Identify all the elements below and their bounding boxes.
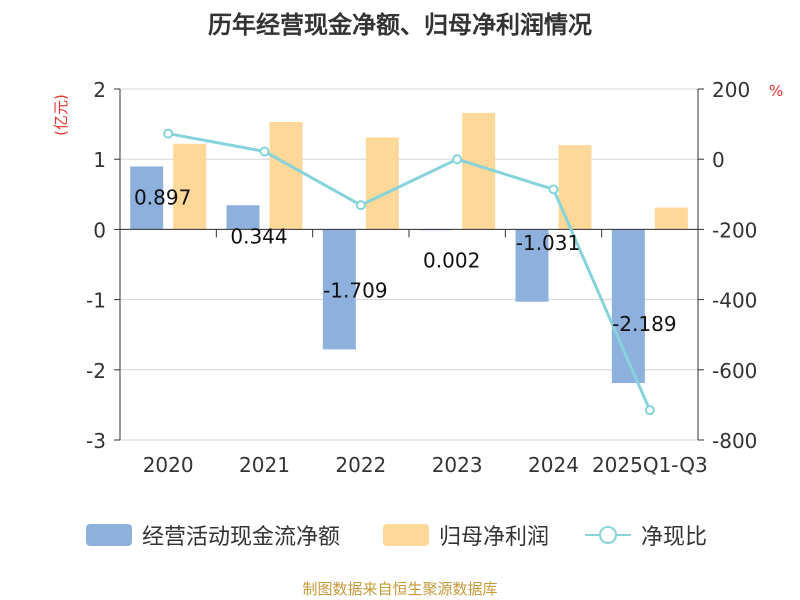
cash-ratio-point: [548, 184, 559, 195]
cashflow-data-label: -2.189: [612, 312, 676, 336]
left-axis-tick-label: 2: [93, 78, 106, 102]
right-axis-tick-label: -400: [712, 289, 757, 313]
x-axis-tick-label: 2020: [143, 453, 194, 477]
source-note: 制图数据来自恒生聚源数据库: [302, 580, 498, 598]
x-axis-tick-label: 2022: [335, 453, 386, 477]
legend-label-cashflow: 经营活动现金流净额: [142, 525, 341, 550]
legend-label-cash-ratio: 净现比: [641, 525, 708, 550]
right-axis-tick-label: -200: [712, 218, 757, 242]
right-axis-tick-label: -600: [712, 359, 757, 383]
right-axis-tick-label: -800: [712, 429, 757, 453]
cash-ratio-point: [163, 128, 174, 139]
left-axis-tick-label: -1: [86, 289, 106, 313]
cashflow-data-label: -1.709: [323, 278, 387, 302]
legend-label-net-profit: 归母净利润: [439, 525, 550, 550]
cash-ratio-point: [259, 146, 270, 157]
cashflow-data-label: 0.344: [230, 224, 287, 248]
left-axis-tick-label: 0: [93, 218, 106, 242]
net-profit-bar: [269, 121, 303, 230]
cash-ratio-line: [167, 132, 652, 411]
legend-item-net-profit[interactable]: 归母净利润: [383, 517, 549, 553]
net-profit-bar: [462, 112, 496, 230]
cashflow-bar: [130, 166, 164, 230]
cashflow-data-label: 0.002: [423, 248, 480, 272]
net-profit-bar: [558, 145, 592, 230]
left-axis-label: (亿元): [52, 94, 70, 136]
cashflow-data-label: -1.031: [516, 231, 580, 255]
legend-item-cash-ratio[interactable]: 净现比: [585, 517, 707, 553]
cashflow-bar: [322, 229, 356, 350]
x-axis-tick-label: 2021: [239, 453, 290, 477]
legend-swatch-cash-ratio: [585, 526, 631, 544]
legend-swatch-cashflow: [86, 524, 132, 546]
net-profit-bar: [173, 143, 207, 230]
cashflow-data-label: 0.897: [134, 185, 191, 209]
left-axis-tick-label: -3: [86, 429, 106, 453]
cashflow-bar: [515, 229, 549, 302]
chart-title: 历年经营现金净额、归母净利润情况: [208, 11, 592, 39]
net-profit-bar: [654, 207, 688, 230]
legend: 经营活动现金流净额 归母净利润 净现比: [0, 517, 800, 553]
cashflow-bar: [226, 205, 260, 230]
x-axis-tick-label: 2023: [432, 453, 483, 477]
right-axis-label: %: [769, 82, 783, 100]
cash-ratio-point: [355, 200, 366, 211]
cash-ratio-point: [644, 405, 655, 416]
cash-ratio-point: [452, 154, 463, 165]
right-axis-tick-label: 200: [712, 78, 750, 102]
x-axis-tick-label: 2025Q1-Q3: [592, 453, 708, 477]
x-axis-tick-label: 2024: [528, 453, 579, 477]
legend-swatch-net-profit: [383, 524, 429, 546]
right-axis-tick-label: 0: [712, 148, 725, 172]
left-axis-tick-label: -2: [86, 359, 106, 383]
left-axis-tick-label: 1: [93, 148, 106, 172]
legend-item-cashflow[interactable]: 经营活动现金流净额: [86, 517, 340, 553]
net-profit-bar: [365, 137, 399, 230]
